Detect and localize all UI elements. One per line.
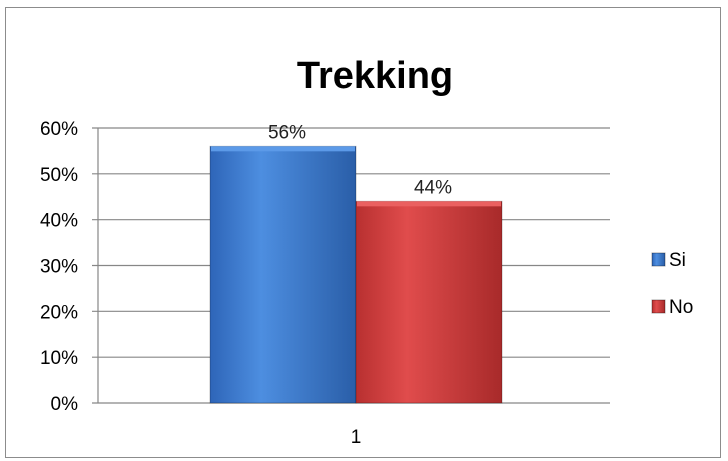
y-tick-label: 20%	[40, 302, 78, 323]
y-tick-label: 30%	[40, 257, 78, 278]
y-axis: 0% 10% 20% 30% 40% 50% 60%	[40, 119, 99, 415]
legend-label-no: No	[669, 297, 693, 318]
bar-no	[355, 200, 503, 404]
legend: Si No	[651, 250, 693, 318]
chart-title: Trekking	[297, 55, 453, 97]
bars: 56% 44%	[209, 122, 503, 404]
bar-top-highlight	[211, 146, 355, 152]
legend-label-si: Si	[669, 250, 686, 271]
data-label-si: 56%	[268, 122, 306, 143]
bar-si	[209, 145, 357, 404]
x-axis: 1	[351, 427, 362, 448]
data-label-no: 44%	[414, 177, 452, 198]
y-tick-label: 0%	[51, 394, 79, 415]
y-tick-label: 60%	[40, 119, 78, 140]
legend-swatch-si	[651, 252, 666, 267]
chart-frame: Trekking 0% 10% 20% 30% 40% 50% 60% 56% 44% 1 S…	[5, 7, 721, 458]
bar-chart: Trekking 0% 10% 20% 30% 40% 50% 60% 56% 44% 1 S…	[40, 55, 693, 448]
bar-top-highlight	[357, 201, 501, 207]
y-tick-label: 50%	[40, 165, 78, 186]
legend-swatch-no	[651, 299, 666, 314]
y-tick-label: 40%	[40, 211, 78, 232]
x-tick-label: 1	[351, 427, 362, 448]
y-tick-label: 10%	[40, 348, 78, 369]
